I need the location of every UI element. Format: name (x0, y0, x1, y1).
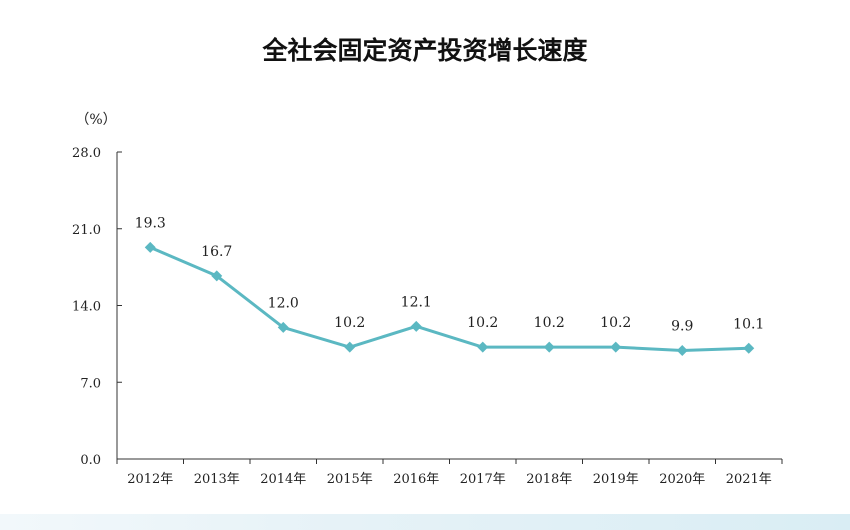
y-axis-unit-label: （%） (75, 112, 116, 128)
axes (116, 151, 783, 464)
data-label: 16.7 (201, 244, 232, 260)
data-label: 9.9 (671, 318, 693, 334)
x-tick-label: 2018年 (526, 472, 572, 487)
data-labels: 19.3 16.7 12.0 10.2 12.1 10.2 10.2 10.2 9.9 10.1 (135, 215, 765, 334)
data-point-marker (410, 320, 422, 332)
data-point-marker (543, 341, 555, 353)
y-tick-labels: 0.0 7.0 14.0 21.0 28.0 (72, 146, 101, 468)
series-line (149, 246, 749, 352)
data-point-marker (676, 344, 688, 356)
data-point-marker (477, 341, 489, 353)
x-tick-labels: 2012年 2013年 2014年 2015年 2016年 2017年 2018年 2019年… (127, 472, 772, 487)
data-label: 10.1 (733, 316, 764, 332)
y-tick-label: 7.0 (80, 376, 101, 391)
data-label: 19.3 (135, 215, 166, 231)
x-tick-label: 2014年 (260, 472, 306, 487)
data-point-marker (277, 321, 289, 333)
data-point-marker (610, 341, 622, 353)
x-tick-label: 2019年 (593, 472, 639, 487)
data-label: 12.0 (268, 295, 299, 311)
x-tick-label: 2020年 (659, 472, 705, 487)
y-tick-label: 0.0 (80, 453, 101, 468)
y-tick-label: 28.0 (72, 146, 101, 161)
data-point-marker (144, 241, 156, 253)
chart-title: 全社会固定资产投资增长速度 (261, 36, 587, 65)
data-label: 10.2 (600, 315, 631, 331)
x-tick-label: 2015年 (327, 472, 373, 487)
y-tick-label: 14.0 (72, 300, 101, 315)
data-point-marker (211, 270, 223, 282)
data-point-marker (743, 342, 755, 354)
footer-band (0, 514, 850, 530)
data-label: 10.2 (534, 315, 565, 331)
x-tick-label: 2012年 (127, 472, 173, 487)
y-tick-label: 21.0 (72, 223, 101, 238)
data-label: 10.2 (334, 315, 365, 331)
data-point-marker (344, 341, 356, 353)
x-tick-label: 2016年 (393, 472, 439, 487)
data-label: 12.1 (401, 294, 432, 310)
x-tick-label: 2021年 (726, 472, 772, 487)
series-line-group (144, 241, 755, 356)
data-label: 10.2 (467, 315, 498, 331)
x-tick-label: 2017年 (460, 472, 506, 487)
x-tick-label: 2013年 (194, 472, 240, 487)
